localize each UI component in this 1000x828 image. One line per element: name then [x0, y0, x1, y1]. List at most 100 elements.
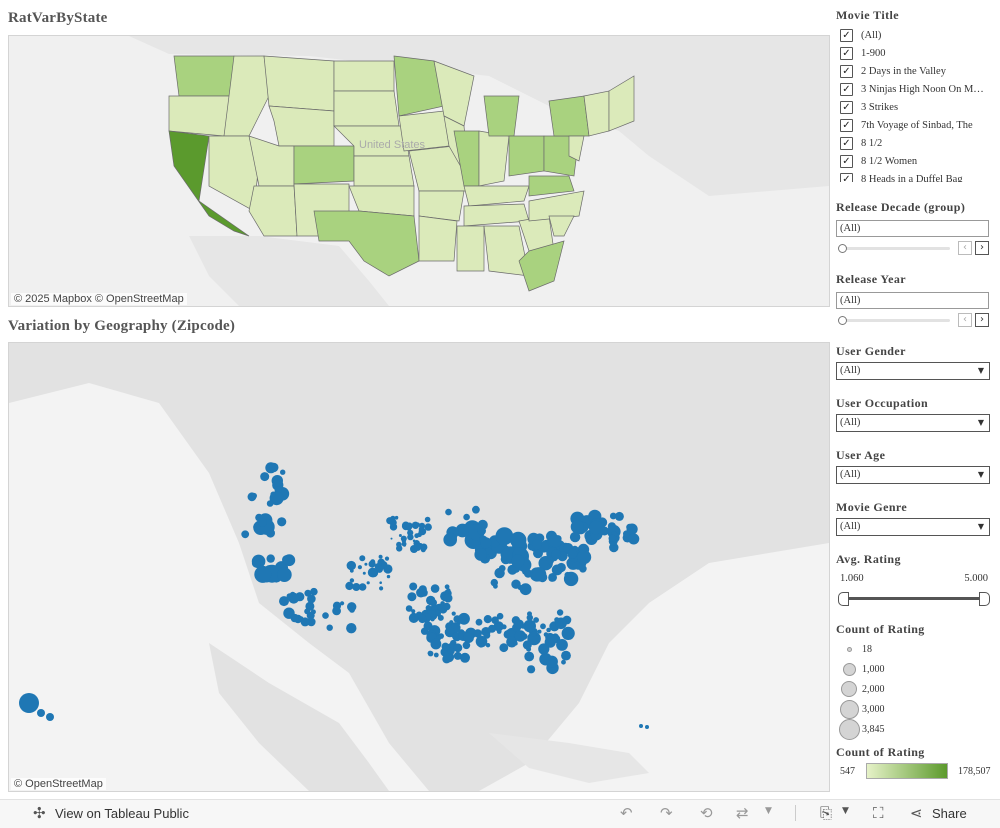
zipcode-marker[interactable] [322, 612, 329, 619]
zipcode-marker[interactable] [453, 643, 463, 653]
state-region[interactable] [173, 55, 235, 97]
zipcode-marker[interactable] [554, 617, 560, 623]
zipcode-marker[interactable] [523, 619, 536, 633]
zipcode-marker[interactable] [449, 620, 454, 625]
zipcode-marker[interactable] [271, 475, 283, 487]
zipcode-marker[interactable] [548, 534, 562, 548]
zipcode-marker[interactable] [537, 629, 542, 634]
state-region[interactable] [568, 135, 585, 162]
share-icon[interactable]: ⋖ [910, 804, 923, 822]
zipcode-marker[interactable] [260, 472, 270, 482]
zipcode-marker[interactable] [545, 655, 558, 668]
state-region[interactable] [608, 75, 635, 132]
movie-title-item[interactable]: ✓ 8 1/2 Women [836, 152, 996, 170]
state-region[interactable] [353, 155, 415, 187]
zipcode-marker[interactable] [441, 642, 450, 651]
state-region[interactable] [528, 175, 575, 197]
zipcode-marker[interactable] [556, 609, 564, 616]
state-region[interactable] [313, 210, 420, 277]
zipcode-marker[interactable] [332, 606, 341, 616]
zipcode-marker[interactable] [310, 587, 318, 596]
zipcode-marker[interactable] [310, 609, 316, 615]
zipcode-marker[interactable] [340, 601, 345, 606]
zipcode-marker[interactable] [460, 652, 470, 663]
checkbox-checked-icon[interactable]: ✓ [840, 172, 853, 182]
checkbox-checked-icon[interactable]: ✓ [840, 136, 853, 150]
checkbox-checked-icon[interactable]: ✓ [840, 64, 853, 78]
zipcode-marker[interactable] [527, 665, 536, 674]
zipcode-marker[interactable] [251, 558, 261, 568]
zipcode-marker[interactable] [304, 589, 312, 597]
zipcode-marker[interactable] [401, 541, 407, 547]
zipcode-marker[interactable] [266, 500, 274, 507]
movie-title-item[interactable]: ✓ 1-900 [836, 44, 996, 62]
zipcode-marker[interactable] [277, 517, 287, 527]
zipcode-marker[interactable] [357, 565, 362, 570]
state-region[interactable] [456, 225, 485, 272]
prev-icon[interactable]: ‹ [958, 241, 972, 255]
zipcode-marker[interactable] [485, 643, 491, 648]
state-region[interactable] [333, 90, 400, 127]
state-region[interactable] [518, 240, 565, 292]
zipcode-marker[interactable] [474, 548, 488, 561]
zipcode-marker[interactable] [531, 539, 543, 550]
zipcode-marker[interactable] [519, 583, 532, 596]
checkbox-checked-icon[interactable]: ✓ [840, 82, 853, 96]
zipcode-marker[interactable] [445, 508, 452, 516]
zipcode-marker[interactable] [561, 626, 575, 640]
zipcode-marker[interactable] [290, 613, 299, 623]
state-region[interactable] [248, 185, 298, 237]
zipcode-marker[interactable] [430, 638, 442, 650]
zipcode-marker[interactable] [362, 571, 366, 575]
zipcode-marker[interactable] [405, 605, 413, 612]
zipcode-marker[interactable] [546, 627, 551, 633]
zipcode-marker[interactable] [614, 511, 624, 521]
zipcode-marker[interactable] [524, 651, 535, 662]
zipcode-marker[interactable] [379, 581, 383, 584]
state-region[interactable] [168, 130, 250, 237]
zipcode-marker[interactable] [458, 612, 470, 625]
zipcode-marker[interactable] [411, 521, 420, 529]
zipcode-marker[interactable] [628, 533, 640, 545]
movie-title-item[interactable]: ✓ 8 1/2 [836, 134, 996, 152]
state-region[interactable] [418, 190, 465, 222]
zipcode-marker[interactable] [495, 527, 514, 545]
zipcode-marker[interactable] [510, 531, 527, 549]
zipcode-marker[interactable] [493, 583, 498, 589]
zipcode-marker[interactable] [258, 517, 267, 527]
zipcode-marker[interactable] [409, 582, 418, 591]
user-occupation-select[interactable]: (All) ▼ [836, 414, 990, 432]
zipcode-marker[interactable] [463, 513, 470, 521]
zipcode-marker[interactable] [379, 586, 384, 591]
zipcode-marker[interactable] [277, 567, 292, 582]
zipcode-marker[interactable] [279, 596, 289, 607]
movie-title-item[interactable]: ✓ 7th Voyage of Sinbad, The [836, 116, 996, 134]
zipcode-marker[interactable] [569, 531, 581, 543]
state-region[interactable] [263, 55, 335, 112]
zipcode-marker[interactable] [420, 543, 428, 551]
zipcode-marker[interactable] [577, 550, 592, 565]
zipcode-marker[interactable] [472, 505, 480, 514]
zipcode-marker[interactable] [390, 537, 393, 540]
zipcode-marker[interactable] [538, 643, 550, 655]
zipcode-marker[interactable] [378, 554, 383, 559]
checkbox-checked-icon[interactable]: ✓ [840, 28, 853, 42]
prev-icon[interactable]: ‹ [958, 313, 972, 327]
download-icon[interactable]: ⎘ [820, 804, 833, 822]
zipcode-marker[interactable] [540, 623, 546, 630]
zipcode-marker[interactable] [398, 534, 402, 537]
zipcode-marker[interactable] [304, 608, 311, 615]
state-region[interactable] [548, 215, 575, 237]
zipcode-marker[interactable] [443, 532, 458, 547]
zipcode-marker[interactable] [462, 641, 471, 650]
state-region[interactable] [168, 95, 235, 137]
zipcode-marker[interactable] [418, 526, 424, 532]
zipcode-marker[interactable] [427, 650, 434, 657]
state-region[interactable] [483, 95, 520, 137]
zipcode-marker[interactable] [395, 516, 398, 520]
state-region[interactable] [268, 105, 335, 147]
zipcode-marker[interactable] [417, 532, 422, 538]
release-year-field[interactable]: (All) [836, 292, 989, 309]
state-region[interactable] [418, 215, 458, 262]
zipcode-marker[interactable] [437, 614, 444, 621]
